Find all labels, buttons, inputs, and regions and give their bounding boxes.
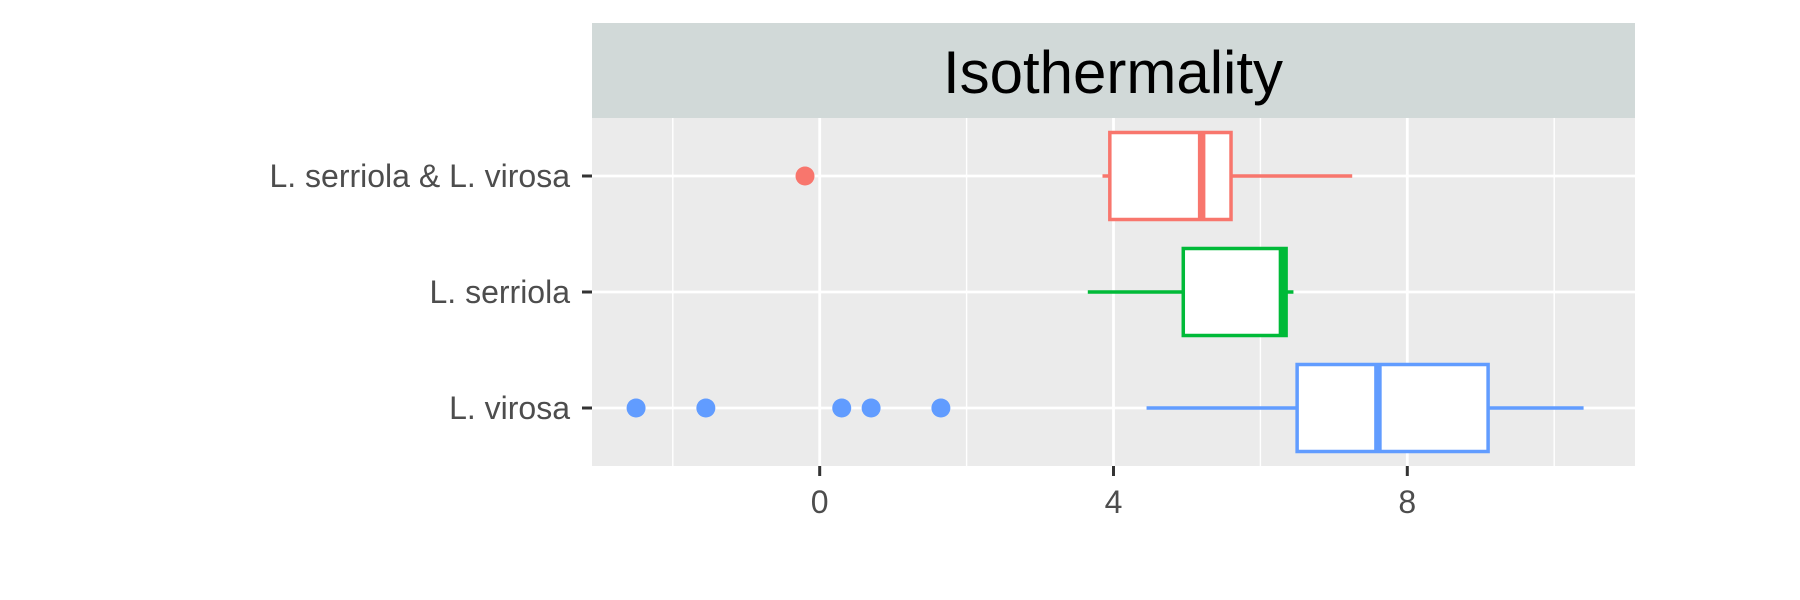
y-tick-label: L. serriola & L. virosa [269,158,570,194]
box-group [1087,246,1294,338]
x-tick-label: 8 [1398,484,1416,520]
box-group [626,362,1584,454]
outlier-point [931,398,951,418]
outlier-point [861,398,881,418]
x-tick-label: 0 [811,484,829,520]
outlier-point [626,398,646,418]
box-group [795,130,1353,222]
axis-ticks: 0 4 8 L. serriola & L. virosa L. serriola L. … [269,158,1416,520]
box-iqr [1181,246,1288,338]
box-iqr [1295,362,1490,454]
outlier-point [696,398,716,418]
outlier-point [795,166,815,186]
y-tick-label: L. serriola [430,274,571,310]
boxes [626,130,1584,454]
chart-title: Isothermality [943,39,1283,106]
outlier-point [832,398,852,418]
box-iqr [1108,130,1233,222]
x-tick-label: 4 [1105,484,1123,520]
facet-strip [592,23,1635,118]
y-tick-label: L. virosa [449,390,570,426]
